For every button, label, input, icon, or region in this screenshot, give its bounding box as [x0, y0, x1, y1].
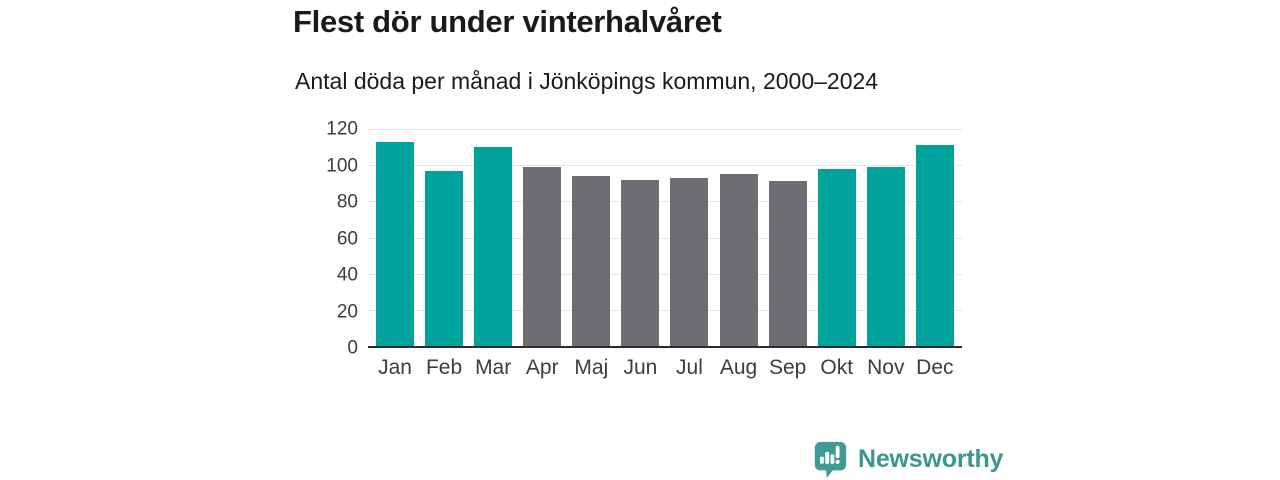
y-tick-label-0: 0: [347, 337, 358, 359]
gridline-40: [368, 273, 962, 275]
x-tick-label-mar: Mar: [475, 356, 512, 379]
x-tick-label-apr: Apr: [525, 356, 559, 379]
x-tick-label-feb: Feb: [425, 356, 463, 379]
newsworthy-wordmark: Newsworthy: [858, 444, 1004, 473]
x-tick-label-dec: Dec: [916, 356, 954, 379]
gridline-60: [368, 237, 962, 239]
y-tick-label-60: 60: [336, 228, 358, 249]
x-tick-label-maj: Maj: [574, 356, 609, 379]
chart-title: Flest dör under vinterhalvåret: [293, 4, 722, 39]
y-tick-label-100: 100: [326, 155, 358, 176]
plot-area: [368, 129, 962, 348]
chart-subtitle: Antal döda per månad i Jönköpings kommun…: [295, 68, 879, 94]
y-tick-label-20: 20: [336, 301, 358, 323]
y-tick-label-80: 80: [336, 191, 358, 213]
x-tick-label-okt: Okt: [820, 356, 854, 379]
bar-nov: [866, 166, 905, 346]
bar-maj: [572, 176, 611, 346]
x-tick-label-jun: Jun: [623, 356, 658, 379]
x-tick-label-nov: Nov: [867, 356, 905, 379]
y-tick-label-120: 120: [326, 118, 358, 140]
bar-chart-speech-bubble-icon: [814, 441, 847, 478]
bar-okt: [817, 168, 856, 346]
bar-sep: [768, 181, 807, 346]
x-tick-label-jul: Jul: [676, 356, 703, 379]
x-tick-label-sep: Sep: [768, 356, 807, 379]
bar-jun: [621, 179, 660, 346]
x-axis: Jan Feb Mar Apr Maj Jun Jul Aug Sep Okt Nov Dec: [368, 356, 962, 380]
gridline-80: [368, 201, 962, 203]
bar-aug: [719, 174, 758, 346]
gridline-20: [368, 309, 962, 311]
bar-jan: [376, 141, 414, 346]
x-tick-label-aug: Aug: [719, 356, 758, 379]
bar-dec: [915, 145, 954, 346]
x-tick-label-jan: Jan: [378, 356, 412, 379]
bars-row: [368, 129, 962, 346]
bar-mar: [474, 147, 513, 346]
bar-feb: [425, 170, 464, 346]
y-axis: 0 20 40 60 80 100 120: [254, 120, 358, 358]
bar-apr: [523, 166, 562, 346]
gridline-120: [368, 129, 962, 130]
y-tick-label-40: 40: [336, 264, 358, 286]
gridline-100: [368, 165, 962, 167]
newsworthy-logo: Newsworthy: [811, 440, 1003, 478]
bar-jul: [670, 177, 709, 346]
